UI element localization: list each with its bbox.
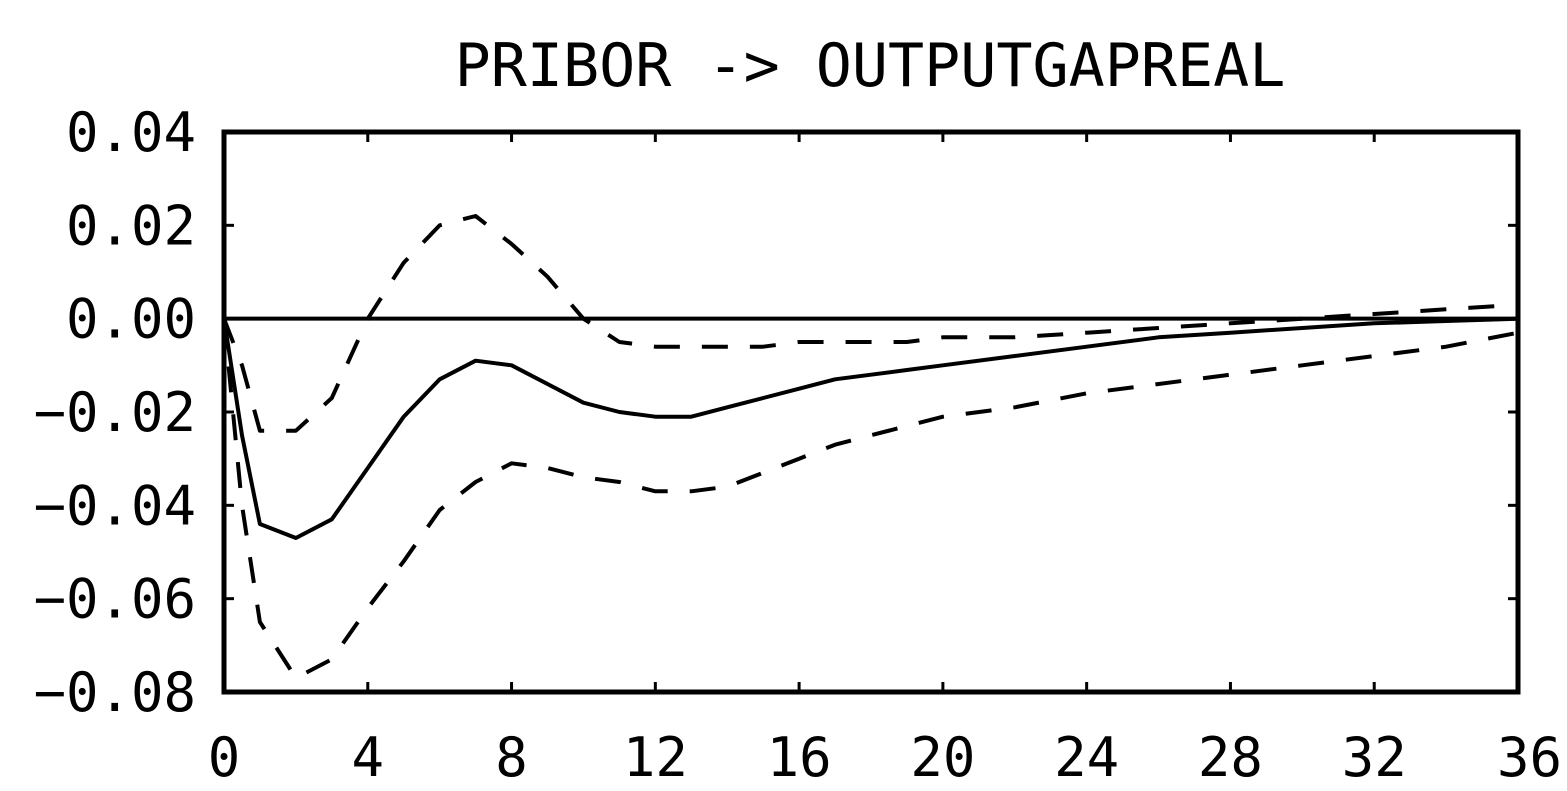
y-tick-label: 0.02 — [66, 194, 196, 257]
y-tick-label: 0.04 — [66, 101, 196, 164]
plot-frame — [221, 129, 1521, 695]
series-line-response — [222, 316, 1519, 540]
x-tick-label: 12 — [623, 726, 688, 789]
series-layer — [222, 214, 1519, 680]
x-tick-label: 36 — [1497, 726, 1562, 789]
axis-layer: 0 4 8 12 16 20 24 28 32 36 0.04 0.02 0.00 −0.02 −0.04 −… — [33, 101, 1562, 789]
x-tick-label: 0 — [208, 726, 241, 789]
x-tick-label: 16 — [767, 726, 832, 789]
y-tick-label: −0.06 — [33, 568, 196, 631]
x-tick-label: 32 — [1342, 726, 1407, 789]
series-line-upper-band — [222, 214, 1519, 433]
x-tick-label: 20 — [910, 726, 975, 789]
series-line-lower-band — [222, 318, 1519, 680]
y-tick-label: 0.00 — [66, 288, 196, 351]
y-tick-label: −0.02 — [33, 381, 196, 444]
x-tick-label: 4 — [352, 726, 385, 789]
y-tick-label: −0.04 — [33, 474, 196, 537]
chart-title: PRIBOR -> OUTPUTGAPREAL — [455, 31, 1286, 101]
y-tick-label: −0.08 — [33, 661, 196, 724]
x-tick-label: 24 — [1054, 726, 1119, 789]
x-tick-label: 28 — [1198, 726, 1263, 789]
x-tick-label: 8 — [495, 726, 528, 789]
